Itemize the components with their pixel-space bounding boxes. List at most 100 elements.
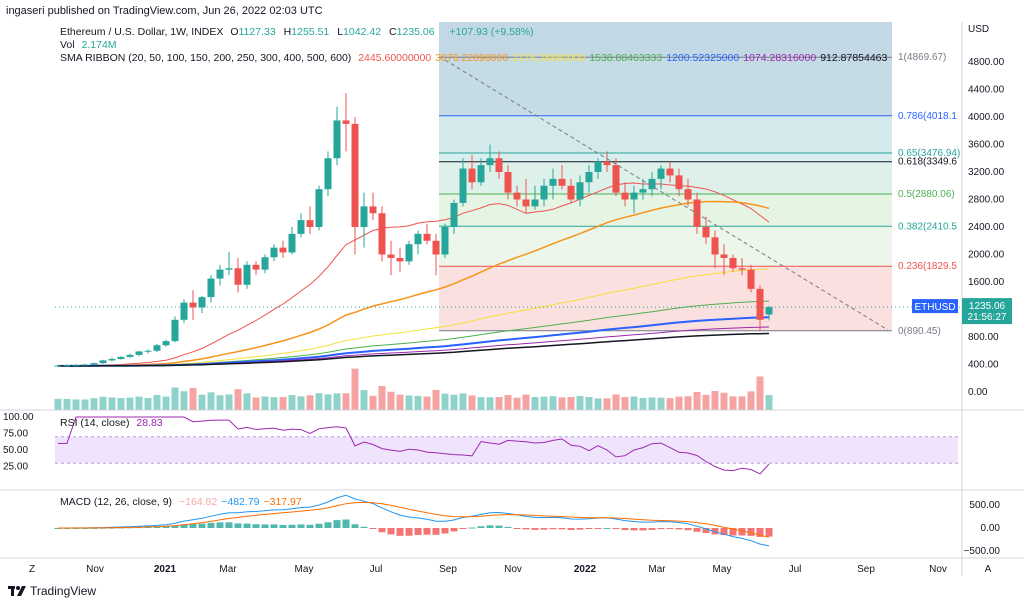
macd-histogram-bar [180, 524, 188, 528]
candle-body [243, 264, 251, 285]
candle-body [63, 365, 71, 367]
candle [63, 364, 71, 367]
price-axis-tick: 4000.00 [968, 112, 1005, 123]
candle [81, 363, 89, 366]
candle [54, 364, 62, 367]
volume-bar [351, 368, 359, 410]
volume-bar [171, 387, 179, 410]
volume-bar [216, 395, 224, 410]
macd-histogram-bar [315, 523, 323, 528]
candle [315, 185, 323, 231]
price-axis-tick: 4400.00 [968, 85, 1005, 96]
zoom-toggle[interactable]: Z [29, 564, 35, 575]
macd-histogram-bar [333, 520, 341, 528]
candle-body [72, 364, 80, 366]
macd-histogram-bar [657, 528, 665, 530]
macd-histogram-bar [243, 523, 251, 528]
candle-body [153, 345, 161, 351]
volume-bar [495, 397, 503, 410]
volume-bar [153, 394, 161, 410]
ohlc-h: H1255.51 [284, 26, 334, 38]
fib-zone-band [439, 152, 892, 162]
volume-bar [207, 392, 215, 410]
macd-histogram-bar [738, 528, 746, 536]
candle-body [477, 165, 485, 183]
time-axis-tick: 2022 [574, 564, 597, 575]
price-axis-tick: 3600.00 [968, 140, 1005, 151]
ohlc-values: O1127.33 H1255.51 L1042.42 C1235.06 [230, 26, 442, 38]
ohlc-o: O1127.33 [230, 26, 279, 38]
volume-bar [297, 396, 305, 410]
macd-histogram-bar [603, 527, 611, 529]
candle-body [171, 319, 179, 342]
sma-line [58, 332, 770, 367]
price-axis-tick: 400.00 [968, 360, 999, 371]
macd-histogram-bar [756, 528, 764, 537]
time-axis-tick: 2021 [154, 564, 177, 575]
macd-value: −482.79 [221, 496, 260, 508]
candle [423, 223, 431, 245]
footer-brand[interactable]: TradingView [8, 584, 96, 598]
volume-bar [279, 397, 287, 410]
price-axis-tick: 1600.00 [968, 277, 1005, 288]
fib-level-label: 0.786(4018.1 [898, 111, 957, 122]
rsi-label: RSI (14, close) [60, 417, 130, 429]
candle [108, 357, 116, 362]
macd-histogram-bar [189, 524, 197, 528]
volume-bar [252, 397, 260, 410]
last-price-tag [962, 298, 1012, 325]
candle-body [648, 178, 656, 190]
ohlc-key: H [283, 26, 292, 38]
volume-bar [378, 386, 386, 410]
macd-histogram-bar [387, 528, 395, 535]
time-axis-tick: May [295, 564, 314, 575]
symbol-tag-text: ETHUSD [914, 302, 955, 313]
candle-body [207, 278, 215, 298]
sma-value: 2445.60000000 [358, 52, 432, 64]
macd-line [58, 494, 770, 547]
price-axis-tick: 800.00 [968, 332, 999, 343]
candle [576, 175, 584, 207]
volume-bar [189, 388, 197, 410]
macd-histogram-bar [729, 528, 737, 536]
macd-histogram-bar [171, 525, 179, 528]
candle [522, 178, 530, 214]
volume-bar [513, 397, 521, 410]
candle [468, 154, 476, 190]
candle [261, 254, 269, 274]
macd-histogram-bar [495, 525, 503, 528]
macd-histogram-bar [612, 528, 620, 530]
macd-histogram-bar [540, 528, 548, 530]
volume-bar [270, 397, 278, 410]
volume-bar [450, 394, 458, 410]
volume-label: Vol [60, 39, 75, 51]
macd-histogram-bar [279, 524, 287, 528]
macd-histogram-bar [396, 528, 404, 536]
time-axis-tick: Sep [857, 564, 875, 575]
macd-values: −164.82 −482.79 −317.97 [179, 496, 306, 508]
candle [486, 144, 494, 172]
candle [648, 172, 656, 197]
time-axis-tick: Nov [929, 564, 947, 575]
candle-body [540, 185, 548, 200]
volume-bar [576, 396, 584, 410]
candle [351, 117, 359, 255]
macd-label: MACD (12, 26, close, 9) [60, 496, 173, 508]
candle [432, 233, 440, 276]
candle [216, 264, 224, 286]
candle-body [603, 161, 611, 166]
candle [180, 299, 188, 324]
auto-scale-toggle[interactable]: A [985, 564, 992, 575]
candle-body [558, 178, 566, 186]
candle-body [459, 168, 467, 203]
macd-histogram-bar [306, 524, 314, 528]
candle-body [180, 302, 188, 320]
countdown-text: 21:56:27 [968, 312, 1007, 323]
macd-histogram-bar [207, 522, 215, 528]
candle [414, 230, 422, 255]
candle-body [351, 123, 359, 227]
candle [225, 251, 233, 276]
candle-body [639, 189, 647, 193]
volume-bar [594, 398, 602, 410]
